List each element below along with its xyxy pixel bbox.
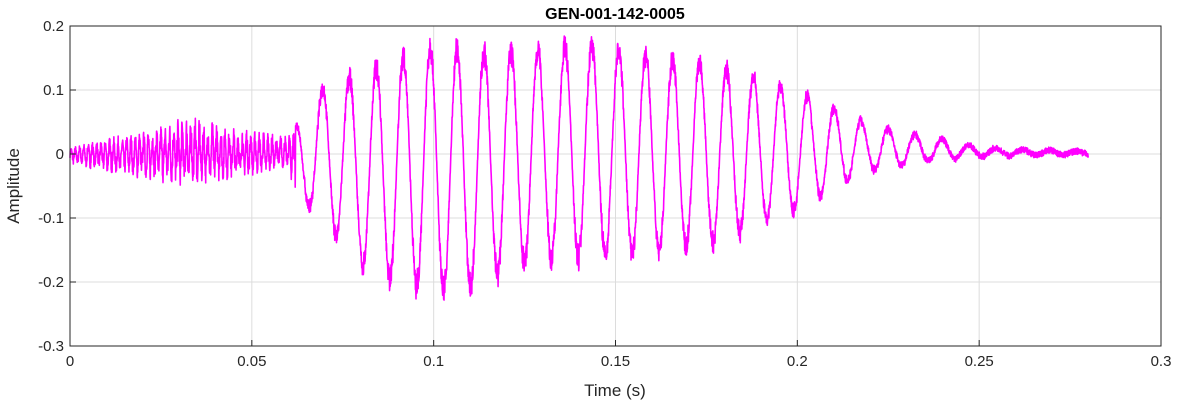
y-tick-label: 0 [56, 146, 64, 163]
x-axis-label: Time (s) [584, 381, 646, 400]
waveform-series [69, 35, 1090, 301]
y-tick-label: 0.1 [43, 82, 64, 99]
x-tick-label: 0.15 [601, 353, 630, 370]
y-tick-label: -0.2 [38, 274, 64, 291]
chart-title: GEN-001-142-0005 [545, 6, 685, 23]
y-axis-label: Amplitude [4, 148, 23, 224]
x-tick-label: 0.05 [237, 353, 266, 370]
series-line [69, 35, 1090, 301]
x-tick-label: 0.3 [1151, 353, 1172, 370]
x-tick-label: 0 [66, 353, 74, 370]
x-tick-label: 0.25 [965, 353, 994, 370]
y-tick-label: -0.3 [38, 338, 64, 355]
axis-ticks: 0 0.05 0.1 0.15 0.2 0.25 0.3 -0.3 -0.2 -0.1 0 0.1 0.… [38, 18, 1171, 370]
y-tick-label: -0.1 [38, 210, 64, 227]
x-tick-label: 0.2 [787, 353, 808, 370]
y-tick-label: 0.2 [43, 18, 64, 35]
x-tick-label: 0.1 [423, 353, 444, 370]
